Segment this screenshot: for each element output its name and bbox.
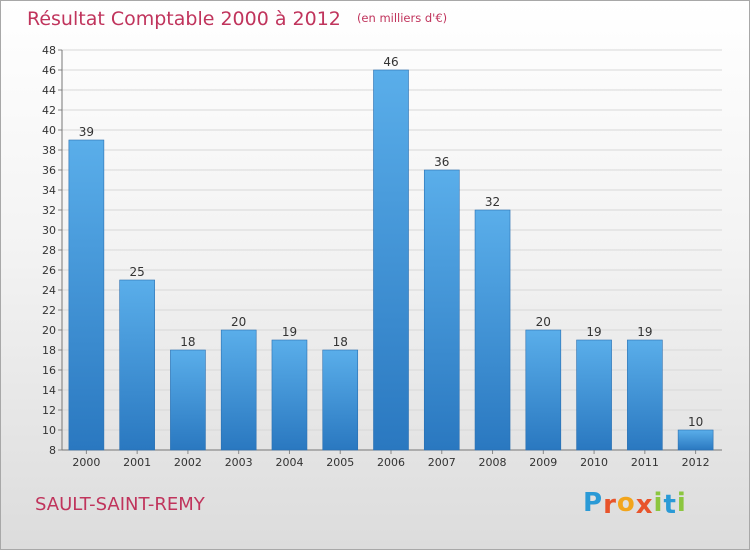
x-tick-label-2006: 2006 xyxy=(377,456,405,469)
data-label-2004: 19 xyxy=(282,325,297,339)
data-label-2012: 10 xyxy=(688,415,703,429)
y-tick-label: 30 xyxy=(42,224,56,237)
data-label-2011: 19 xyxy=(637,325,652,339)
x-tick-label-2005: 2005 xyxy=(326,456,354,469)
labels: 39 25 18 20 19 18 46 36 32 20 19 19 10 xyxy=(79,55,704,429)
x-tick-label-2000: 2000 xyxy=(72,456,100,469)
y-tick-label: 10 xyxy=(42,424,56,437)
x-tick-label-2002: 2002 xyxy=(174,456,202,469)
y-tick-label: 16 xyxy=(42,364,56,377)
y-tick-label: 24 xyxy=(42,284,56,297)
bar-2008 xyxy=(474,209,511,451)
data-label-2008: 32 xyxy=(485,195,500,209)
logo-letter: x xyxy=(635,490,654,520)
y-tick-label: 34 xyxy=(42,184,56,197)
data-label-2010: 19 xyxy=(586,325,601,339)
data-label-2005: 18 xyxy=(333,335,348,349)
y-tick-label: 36 xyxy=(42,164,56,177)
y-tick-label: 8 xyxy=(49,444,56,457)
x-tick-label-2009: 2009 xyxy=(529,456,557,469)
data-label-2001: 25 xyxy=(130,265,145,279)
bar-2009 xyxy=(525,329,562,451)
y-tick-label: 42 xyxy=(42,104,56,117)
y-tick-label: 14 xyxy=(42,384,56,397)
x-tick-label-2012: 2012 xyxy=(682,456,710,469)
y-tick-label: 38 xyxy=(42,144,56,157)
bar-2005 xyxy=(322,349,359,451)
x-tick-label-2003: 2003 xyxy=(225,456,253,469)
bar-2000 xyxy=(68,139,105,451)
logo-letter: P xyxy=(583,488,604,518)
y-tick-label: 46 xyxy=(42,64,56,77)
y-tick-label: 32 xyxy=(42,204,56,217)
bar-2006 xyxy=(373,69,409,451)
x-tick-label-2008: 2008 xyxy=(479,456,507,469)
logo-letter: o xyxy=(616,488,636,518)
x-tick-label-2001: 2001 xyxy=(123,456,151,469)
bar-2012 xyxy=(677,429,714,451)
y-tick-label: 22 xyxy=(42,304,56,317)
data-label-2007: 36 xyxy=(434,155,449,169)
chart-subtitle: (en milliers d'€) xyxy=(356,11,448,25)
bars xyxy=(68,69,714,451)
y-tick-label: 48 xyxy=(42,44,56,57)
data-label-2002: 18 xyxy=(180,335,195,349)
bar-2001 xyxy=(119,279,155,451)
bar-2007 xyxy=(423,169,460,451)
x-tick-label-2004: 2004 xyxy=(275,456,303,469)
bar-2010 xyxy=(576,339,612,451)
y-tick-label: 26 xyxy=(42,264,56,277)
bar-2011 xyxy=(627,339,663,451)
proxiti-logo: Proxiti xyxy=(583,488,687,520)
bar-chart: 8 10 12 14 16 18 20 22 24 26 28 30 32 34 36 38 40 42 44 46 4… xyxy=(42,44,722,469)
logo-letter: r xyxy=(603,490,617,520)
bar-2004 xyxy=(271,339,308,451)
y-tick-label: 12 xyxy=(42,404,56,417)
y-tick-label: 40 xyxy=(42,124,56,137)
bar-2002 xyxy=(170,349,206,451)
x-tick-label-2011: 2011 xyxy=(631,456,659,469)
axes: 8 10 12 14 16 18 20 22 24 26 28 30 32 34 36 38 40 42 44 46 4… xyxy=(42,44,722,469)
data-label-2006: 46 xyxy=(383,55,398,69)
logo-letter: t xyxy=(663,490,677,520)
data-label-2009: 20 xyxy=(536,315,551,329)
x-tick-label-2010: 2010 xyxy=(580,456,608,469)
logo-letter: i xyxy=(653,488,664,518)
commune-name: SAULT-SAINT-REMY xyxy=(35,494,205,515)
bar-2003 xyxy=(220,329,257,451)
y-tick-label: 18 xyxy=(42,344,56,357)
y-tick-label: 44 xyxy=(42,84,56,97)
y-tick-label: 28 xyxy=(42,244,56,257)
x-tick-label-2007: 2007 xyxy=(428,456,456,469)
data-label-2000: 39 xyxy=(79,125,94,139)
chart-title-block: Résultat Comptable 2000 à 2012 (en milli… xyxy=(27,8,447,30)
data-label-2003: 20 xyxy=(231,315,246,329)
logo-letter: i xyxy=(676,488,687,518)
chart-title: Résultat Comptable 2000 à 2012 xyxy=(27,8,341,30)
y-tick-label: 20 xyxy=(42,324,56,337)
